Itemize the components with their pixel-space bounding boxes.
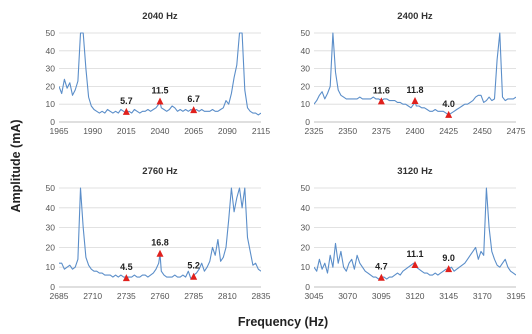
y-tick-label: 40 [46, 46, 56, 56]
y-tick-label: 50 [301, 28, 311, 38]
x-tick-label: 2835 [252, 291, 271, 301]
y-tick-label: 0 [305, 282, 310, 292]
x-tick-label: 2115 [252, 126, 271, 136]
x-tick-label: 2685 [50, 291, 69, 301]
chart-panel-1: 2040 Hz 0 10 20 30 40 50 1965 1990 2015 2040 2065 20… [46, 11, 271, 136]
y-tick-label: 10 [301, 262, 311, 272]
y-tick-label: 10 [301, 99, 311, 109]
y-axis-label: Amplitude (mA) [9, 119, 23, 212]
y-tick-label: 30 [46, 223, 56, 233]
x-tick-label: 3145 [439, 291, 458, 301]
chart-title: 2400 Hz [397, 11, 433, 22]
peak-marker [411, 261, 419, 269]
x-tick-label: 2710 [83, 291, 102, 301]
x-tick-label: 1990 [83, 126, 102, 136]
peak-value-label: 4.7 [375, 262, 388, 272]
peak-value-label: 16.8 [151, 238, 169, 248]
peak-value-label: 5.7 [120, 96, 133, 106]
y-tick-label: 50 [46, 183, 56, 193]
y-tick-label: 10 [46, 262, 56, 272]
chart-title: 2760 Hz [142, 166, 178, 177]
peak-value-label: 11.1 [406, 249, 423, 259]
y-tick-label: 20 [301, 81, 311, 91]
peak-marker [377, 273, 385, 281]
y-tick-label: 0 [305, 117, 310, 127]
x-tick-label: 3170 [473, 291, 492, 301]
peak-value-label: 11.6 [373, 85, 390, 95]
chart-panel-3: 2760 Hz 0 10 20 30 40 50 2685 2710 2735 2760 2785 28… [46, 166, 271, 301]
x-tick-label: 3070 [338, 291, 357, 301]
x-tick-label: 2065 [184, 126, 203, 136]
x-tick-label: 2325 [305, 126, 324, 136]
y-tick-label: 30 [301, 64, 311, 74]
peak-marker [122, 274, 130, 282]
chart-title: 2040 Hz [142, 11, 178, 22]
peak-value-label: 4.0 [442, 99, 455, 109]
chart-panel-2: 2400 Hz 0 10 20 30 40 50 2325 2350 2375 2400 2425 24… [301, 11, 526, 136]
y-tick-label: 40 [46, 203, 56, 213]
peak-value-label: 6.7 [187, 94, 200, 104]
x-tick-label: 2785 [184, 291, 203, 301]
y-tick-label: 20 [301, 242, 311, 252]
peak-marker [411, 96, 419, 104]
y-tick-label: 0 [50, 282, 55, 292]
y-tick-label: 10 [46, 99, 56, 109]
peak-marker [445, 265, 453, 273]
peak-marker [190, 272, 198, 280]
x-tick-label: 2475 [507, 126, 526, 136]
x-tick-label: 2400 [406, 126, 425, 136]
x-axis-label: Frequency (Hz) [238, 315, 328, 329]
x-tick-label: 2015 [117, 126, 136, 136]
peak-value-label: 5.2 [187, 261, 200, 271]
x-tick-label: 2760 [151, 291, 170, 301]
x-tick-label: 1965 [50, 126, 69, 136]
peak-marker [156, 97, 164, 105]
peak-value-label: 11.8 [406, 85, 423, 95]
x-tick-label: 3045 [305, 291, 324, 301]
x-tick-label: 2735 [117, 291, 136, 301]
x-tick-label: 2425 [439, 126, 458, 136]
x-tick-label: 2810 [218, 291, 237, 301]
x-tick-label: 2040 [151, 126, 170, 136]
x-tick-label: 3195 [507, 291, 526, 301]
y-tick-label: 20 [46, 81, 56, 91]
x-tick-label: 2450 [473, 126, 492, 136]
x-tick-label: 2350 [338, 126, 357, 136]
y-tick-label: 30 [301, 223, 311, 233]
peak-marker [377, 97, 385, 105]
y-tick-label: 0 [50, 117, 55, 127]
peak-value-label: 11.5 [151, 86, 168, 96]
peak-marker [122, 107, 130, 115]
peak-value-label: 4.5 [120, 262, 133, 272]
x-tick-label: 3095 [372, 291, 391, 301]
chart-panel-4: 3120 Hz 0 10 20 30 40 50 3045 3070 3095 3120 3145 31… [301, 166, 526, 301]
peak-marker [445, 110, 453, 118]
y-tick-label: 40 [301, 203, 311, 213]
peak-marker [190, 106, 198, 114]
x-tick-label: 2090 [218, 126, 237, 136]
chart-title: 3120 Hz [397, 166, 433, 177]
y-tick-label: 50 [46, 28, 56, 38]
y-tick-label: 40 [301, 46, 311, 56]
y-tick-label: 30 [46, 64, 56, 74]
x-tick-label: 3120 [406, 291, 425, 301]
peak-value-label: 9.0 [442, 253, 455, 263]
y-tick-label: 50 [301, 183, 311, 193]
x-tick-label: 2375 [372, 126, 391, 136]
series-line [59, 187, 261, 280]
y-tick-label: 20 [46, 242, 56, 252]
peak-marker [156, 249, 164, 257]
